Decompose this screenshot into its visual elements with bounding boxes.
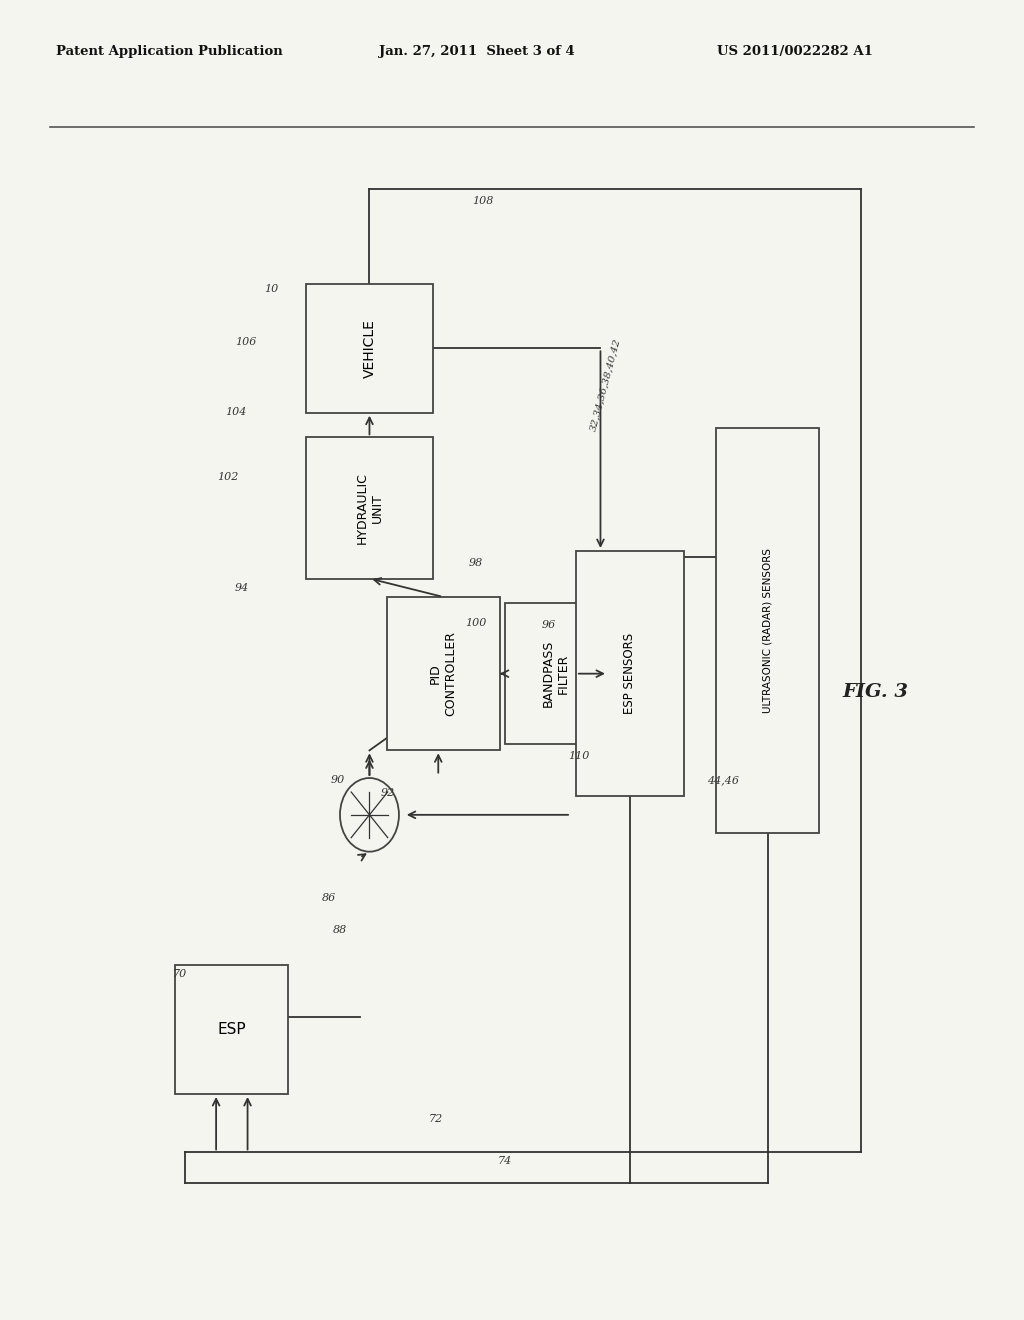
- Text: 100: 100: [465, 618, 486, 628]
- Bar: [505, 603, 608, 744]
- Text: ULTRASONIC (RADAR) SENSORS: ULTRASONIC (RADAR) SENSORS: [763, 548, 772, 713]
- Text: 88: 88: [333, 925, 347, 936]
- Circle shape: [340, 777, 399, 851]
- Text: 74: 74: [498, 1156, 512, 1166]
- Text: 98: 98: [469, 558, 483, 568]
- Text: Patent Application Publication: Patent Application Publication: [56, 45, 283, 58]
- Text: 106: 106: [234, 337, 256, 347]
- Bar: [716, 428, 819, 833]
- Text: 90: 90: [331, 775, 345, 785]
- Bar: [387, 597, 500, 750]
- Text: ESP SENSORS: ESP SENSORS: [624, 634, 637, 714]
- Text: 102: 102: [217, 473, 239, 482]
- Text: 70: 70: [173, 969, 187, 979]
- Bar: [575, 550, 684, 796]
- Bar: [175, 965, 289, 1094]
- Bar: [305, 437, 433, 578]
- Text: 110: 110: [568, 751, 590, 760]
- Text: 94: 94: [234, 582, 249, 593]
- Text: 96: 96: [542, 619, 556, 630]
- Text: Jan. 27, 2011  Sheet 3 of 4: Jan. 27, 2011 Sheet 3 of 4: [379, 45, 574, 58]
- Text: BANDPASS
FILTER: BANDPASS FILTER: [543, 640, 570, 708]
- Text: HYDRAULIC
UNIT: HYDRAULIC UNIT: [355, 473, 383, 544]
- Text: FIG. 3: FIG. 3: [843, 682, 908, 701]
- Text: 108: 108: [473, 197, 494, 206]
- Text: 92: 92: [380, 788, 394, 797]
- Text: ESP: ESP: [217, 1022, 246, 1038]
- Text: 44,46: 44,46: [707, 775, 738, 785]
- Text: 32,34,36,38,40,42: 32,34,36,38,40,42: [589, 338, 623, 433]
- Text: VEHICLE: VEHICLE: [362, 319, 377, 378]
- Text: 72: 72: [428, 1114, 442, 1125]
- Text: 86: 86: [323, 894, 337, 903]
- Text: 104: 104: [225, 407, 247, 417]
- Text: US 2011/0022282 A1: US 2011/0022282 A1: [717, 45, 872, 58]
- Bar: [305, 284, 433, 413]
- Text: 10: 10: [264, 284, 279, 294]
- Text: PID
CONTROLLER: PID CONTROLLER: [429, 631, 457, 717]
